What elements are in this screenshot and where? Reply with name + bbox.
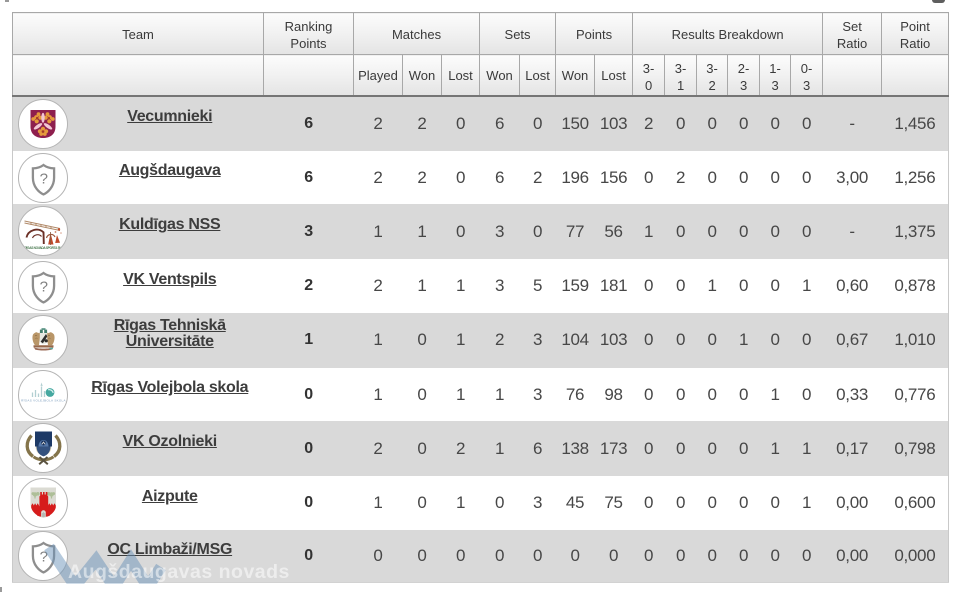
svg-text:?: ? [40, 549, 48, 566]
svg-text:KULDĪGAS NOVADA SPORTA SKOLA: KULDĪGAS NOVADA SPORTA SKOLA [19, 246, 67, 250]
svg-text:?: ? [40, 279, 48, 296]
svg-text:RĪGAS VOLEJBOLA SKOLA: RĪGAS VOLEJBOLA SKOLA [21, 398, 66, 402]
svg-text:?: ? [40, 170, 48, 187]
